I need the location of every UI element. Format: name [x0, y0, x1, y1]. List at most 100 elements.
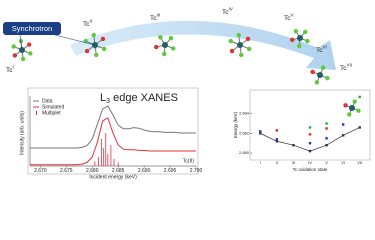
ligand: [245, 36, 251, 42]
y-tick-label: 2.680: [239, 150, 250, 155]
element: Tc: [340, 65, 347, 72]
x-tick-label: 2.680: [86, 168, 99, 174]
multiplet-stick: [105, 133, 107, 166]
x-tick-label: VI: [341, 160, 345, 165]
ligand: [293, 28, 299, 34]
oxidation-state: V: [291, 13, 294, 18]
legend-label: Simulated: [42, 104, 64, 110]
multiplet-stick: [117, 162, 119, 166]
ligand: [84, 48, 90, 54]
ligand: [100, 36, 106, 42]
x-tick-label: II: [276, 160, 278, 165]
ligand: [158, 35, 163, 40]
point: [358, 95, 361, 99]
species-label: TcI: [6, 65, 14, 74]
spectrum-line: [30, 105, 196, 149]
point: [308, 133, 312, 136]
metal: [162, 42, 168, 48]
beam-line: [54, 34, 96, 46]
x-axis-label: Tc oxidation state: [293, 167, 328, 172]
ligand: [154, 44, 159, 50]
ligand: [12, 53, 18, 58]
ligand: [28, 51, 33, 56]
ligand: [347, 112, 352, 117]
x-tick-label: 2.700: [190, 168, 203, 174]
ligand: [320, 65, 326, 70]
ligand: [171, 46, 176, 51]
spectrum-frame: [27, 87, 199, 175]
ligand: [247, 46, 252, 52]
ligand: [314, 80, 320, 85]
point: [275, 138, 279, 141]
oxidation-state: VI: [323, 45, 327, 50]
ligand: [310, 69, 315, 75]
legend-swatch: [36, 111, 37, 115]
x-tick-label: 2.685: [112, 168, 125, 174]
species-label: TcIV: [222, 7, 233, 16]
ligand: [239, 52, 244, 58]
ligand: [228, 38, 233, 44]
multiplet-stick: [101, 139, 102, 166]
ligand: [11, 44, 16, 49]
multiplet-stick: [107, 154, 109, 166]
species-label: TcIII: [150, 13, 160, 22]
ligand: [325, 75, 330, 81]
ligand: [356, 108, 361, 113]
ligand: [303, 29, 308, 35]
x-tick-label: III: [292, 160, 295, 165]
y-axis-label: Intensity (arb. units): [19, 111, 25, 155]
element: Tc: [6, 67, 13, 74]
x-tick-label: 2.670: [34, 168, 47, 174]
ligand: [236, 32, 241, 38]
element: Tc: [284, 15, 291, 22]
multiplet-stick: [103, 148, 105, 166]
spectrum-line: [30, 117, 196, 166]
element: Tc: [222, 9, 229, 16]
point: [308, 126, 312, 129]
energy-frame: [249, 89, 371, 161]
point: [275, 129, 279, 132]
ligand: [162, 51, 167, 57]
species-label: TcVI: [316, 45, 327, 54]
metal: [237, 42, 243, 48]
x-axis-label: Incident energy (keV): [89, 174, 137, 180]
point: [341, 134, 345, 137]
ligand: [26, 42, 32, 47]
trend-line: [260, 127, 360, 152]
ligand: [305, 38, 310, 44]
point: [325, 137, 328, 140]
legend-label: Data: [42, 98, 53, 104]
ligand: [94, 52, 99, 58]
ligand: [297, 43, 302, 49]
point: [341, 123, 345, 126]
ligand: [229, 48, 235, 54]
caption: L3 edge XANES: [100, 92, 178, 105]
point: [308, 142, 312, 145]
point: [308, 149, 312, 153]
multiplet-stick: [113, 158, 115, 166]
point: [358, 126, 361, 129]
annotation: Tc(II): [183, 158, 194, 164]
point: [259, 132, 262, 135]
x-tick-label: I: [260, 160, 261, 165]
x-tick-label: IV: [308, 160, 312, 165]
caption-sub: 3: [106, 98, 110, 105]
ligand: [91, 32, 96, 38]
species-label: TcII: [83, 19, 92, 28]
point: [325, 127, 328, 130]
banner-text: Synchrotron: [12, 24, 52, 33]
ligand: [102, 46, 107, 52]
y-axis-label: Energy (keV): [233, 111, 238, 138]
multiplet-stick: [98, 157, 99, 166]
multiplet-stick: [94, 161, 96, 166]
metal: [349, 105, 355, 111]
caption-rest: edge XANES: [110, 92, 178, 104]
element: Tc: [150, 15, 157, 22]
ligand: [352, 99, 357, 104]
synchrotron-banner: [3, 22, 61, 35]
oxidation-state: I: [13, 65, 14, 70]
molecules: [11, 28, 361, 117]
multiplet-stick: [110, 145, 112, 166]
oxidation-state: III: [157, 13, 161, 18]
